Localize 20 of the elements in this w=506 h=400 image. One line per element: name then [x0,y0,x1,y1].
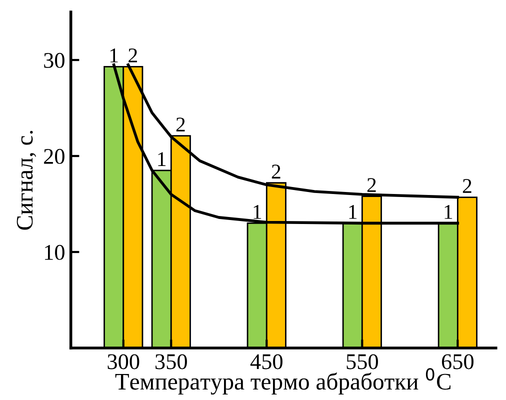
y-tick-label: 20 [44,148,64,164]
y-axis-title: Сигнал, с. [16,130,36,230]
x-tick-label: 300 [108,354,140,370]
x-tick-label: 350 [156,354,187,370]
text: 2 [272,164,280,178]
x-tick-label: 550 [346,354,378,370]
y-tick-label: 10 [45,244,64,260]
text: 1 [158,152,166,166]
y-tick-label: 30 [44,52,64,68]
text: 2 [176,118,185,132]
text: 1 [349,205,357,219]
text: 2 [462,179,472,193]
text: 2 [367,178,376,192]
text: 1 [444,205,452,219]
x-tick-label: 450 [250,354,282,370]
text: 1 [254,205,262,219]
x-axis-title: Температура термо абработки $^{0}$C [115,368,450,395]
x-tick-label: 650 [442,354,474,370]
series-label: 2 [128,48,137,62]
series-label: 1 [110,48,118,62]
